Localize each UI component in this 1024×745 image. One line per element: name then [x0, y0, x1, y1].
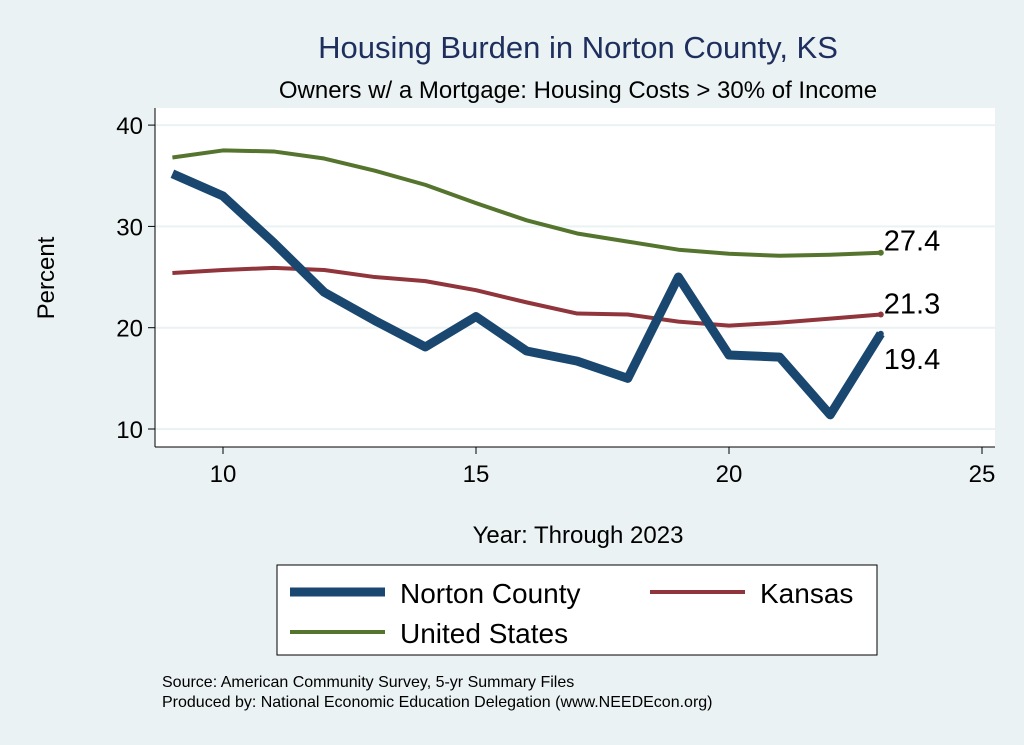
end-label: 19.4: [884, 344, 940, 376]
legend-box: [276, 564, 878, 656]
x-tick-label: 15: [463, 461, 490, 488]
x-tick-label: 20: [716, 461, 743, 488]
legend-label: Kansas: [760, 578, 853, 609]
x-tick-label: 25: [969, 461, 996, 488]
y-tick-label: 10: [116, 417, 143, 444]
chart-title: Housing Burden in Norton County, KS: [318, 30, 838, 65]
x-axis-label: Year: Through 2023: [473, 522, 684, 549]
y-tick-label: 20: [116, 316, 143, 343]
end-point: [877, 311, 884, 318]
series-line-norton-county: [170, 169, 885, 420]
producer-note: Produced by: National Economic Education…: [162, 694, 713, 711]
plot-area: [155, 108, 995, 447]
end-point: [877, 249, 884, 256]
y-tick-label: 30: [116, 214, 143, 241]
series-line-kansas: [172, 265, 881, 328]
source-note: Source: American Community Survey, 5-yr …: [162, 674, 574, 691]
x-tick-label: 10: [210, 461, 237, 488]
y-axis-label: Percent: [33, 236, 60, 319]
legend-label: United States: [400, 618, 568, 649]
end-label: 21.3: [884, 289, 940, 321]
legend-label: Norton County: [400, 578, 581, 609]
y-tick-label: 40: [116, 113, 143, 140]
chart-subtitle: Owners w/ a Mortgage: Housing Costs > 30…: [279, 77, 877, 104]
end-label: 27.4: [884, 226, 940, 258]
end-point: [877, 330, 884, 337]
series-line-united-states: [172, 148, 881, 258]
